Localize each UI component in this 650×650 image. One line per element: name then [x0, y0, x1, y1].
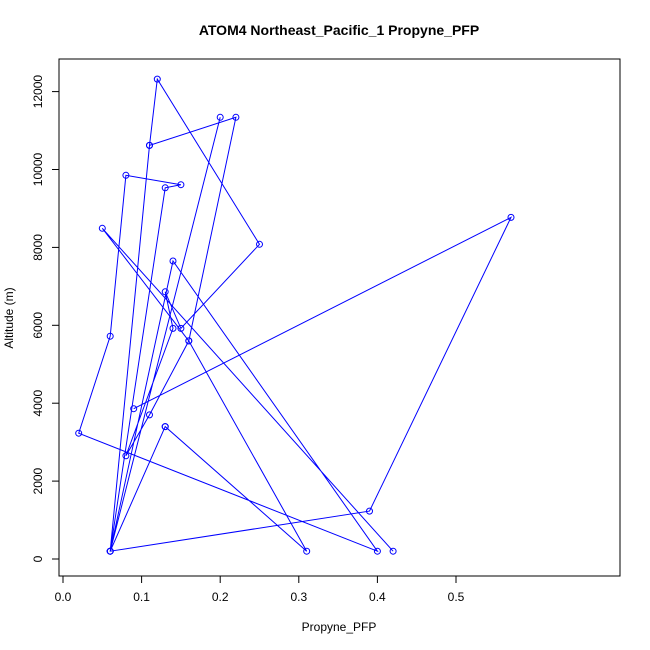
data-point — [106, 332, 114, 340]
data-point — [146, 411, 153, 419]
data-point — [98, 224, 106, 232]
data-point — [256, 240, 263, 248]
chart-title: ATOM4 Northeast_Pacific_1 Propyne_PFP — [199, 22, 479, 38]
x-tick-label: 0.2 — [212, 590, 229, 604]
x-tick-label: 0.1 — [133, 590, 150, 604]
data-point — [161, 184, 169, 192]
data-point — [122, 171, 130, 179]
y-axis-label: Altitude (m) — [2, 287, 16, 348]
data-point — [303, 547, 311, 555]
data-point — [153, 75, 161, 83]
y-axis: 0 2000 4000 6000 8000 10000 12000 — [31, 75, 60, 562]
y-tick-label: 2000 — [31, 467, 45, 494]
data-point — [389, 547, 397, 555]
data-point — [373, 547, 381, 555]
data-point — [169, 257, 177, 265]
data-point — [216, 113, 224, 121]
x-axis-label: Propyne_PFP — [302, 620, 377, 634]
data-point — [130, 405, 138, 413]
x-tick-label: 0.0 — [55, 590, 72, 604]
x-tick-label: 0.4 — [369, 590, 386, 604]
y-tick-label: 6000 — [31, 312, 45, 339]
data-point — [366, 507, 373, 515]
data-point — [177, 324, 185, 332]
data-point — [177, 181, 185, 189]
y-tick-label: 0 — [31, 555, 45, 562]
data-point — [122, 452, 130, 460]
y-tick-label: 8000 — [31, 234, 45, 261]
data-point — [232, 113, 240, 121]
data-point — [75, 429, 83, 437]
y-tick-label: 12000 — [31, 75, 45, 109]
data-point — [161, 288, 169, 296]
y-tick-label: 4000 — [31, 390, 45, 417]
plot-area — [58, 58, 621, 577]
data-point — [161, 423, 169, 431]
data-point — [185, 337, 193, 345]
data-point — [507, 213, 515, 221]
series-line — [78, 77, 513, 553]
x-tick-label: 0.5 — [448, 590, 465, 604]
series-layer — [75, 75, 515, 555]
x-axis: 0.0 0.1 0.2 0.3 0.4 0.5 — [55, 575, 465, 604]
data-point — [169, 324, 177, 332]
data-point — [146, 141, 153, 149]
y-tick-label: 10000 — [31, 152, 45, 186]
data-point — [106, 547, 114, 555]
x-tick-label: 0.3 — [290, 590, 307, 604]
